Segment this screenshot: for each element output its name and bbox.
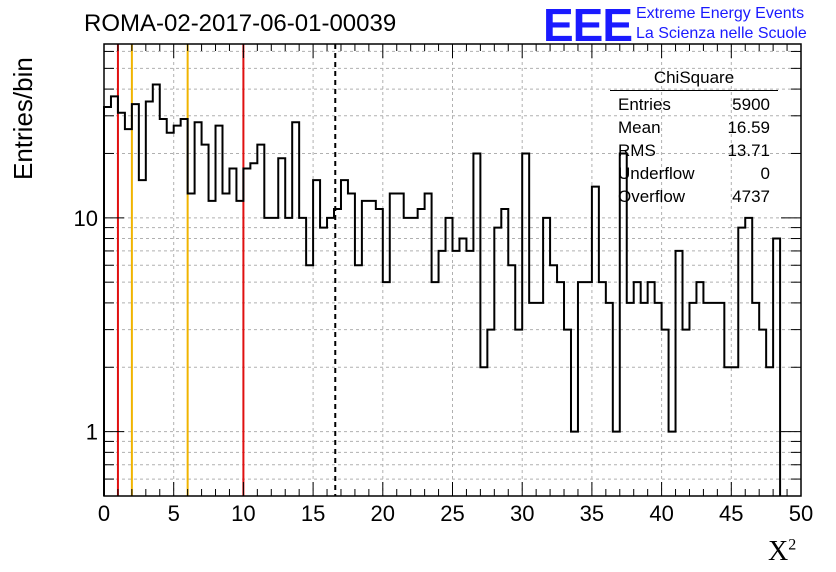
stats-row-underflow: Underflow 0 — [610, 162, 778, 185]
stats-value: 5900 — [732, 95, 770, 114]
y-tick-label: 1 — [86, 420, 98, 445]
histogram-line — [103, 83, 782, 496]
stats-row-mean: Mean 16.59 — [610, 116, 778, 139]
stats-label: Mean — [618, 118, 661, 137]
logo-line-2: La Scienza nelle Scuole — [636, 25, 807, 42]
stats-row-rms: RMS 13.71 — [610, 139, 778, 162]
stats-value: 4737 — [732, 187, 770, 206]
stats-value: 16.59 — [727, 118, 770, 137]
y-axis-label: Entries/bin — [8, 57, 38, 180]
x-tick-label: 25 — [440, 501, 464, 526]
x-tick-label: 30 — [510, 501, 534, 526]
x-axis-label-base: X — [768, 536, 789, 567]
logo-line-1: Extreme Energy Events — [636, 5, 805, 22]
x-tick-label: 45 — [719, 501, 743, 526]
stats-label: Overflow — [618, 187, 686, 206]
stats-box: ChiSquare Entries 5900 Mean 16.59 RMS 13.71… — [610, 68, 778, 208]
stats-title: ChiSquare — [610, 68, 778, 91]
chart-title: ROMA-02-2017-06-01-00039 — [84, 10, 397, 37]
x-tick-label: 50 — [789, 501, 813, 526]
x-tick-label: 40 — [649, 501, 673, 526]
stats-label: Entries — [618, 95, 671, 114]
stats-label: RMS — [618, 141, 656, 160]
logo-caption: Extreme Energy Events La Scienza nelle S… — [636, 4, 807, 44]
y-tick-label: 10 — [74, 206, 98, 231]
x-axis-label: X2 — [768, 536, 796, 568]
x-tick-label: 10 — [231, 501, 255, 526]
stats-row-overflow: Overflow 4737 — [610, 185, 778, 208]
x-tick-label: 35 — [580, 501, 604, 526]
x-tick-label: 5 — [168, 501, 180, 526]
eee-logo: EEE — [543, 0, 633, 51]
stats-value: 0 — [760, 164, 770, 183]
x-axis-label-sup: 2 — [788, 536, 797, 554]
stats-value: 13.71 — [727, 141, 770, 160]
x-tick-label: 20 — [371, 501, 395, 526]
stats-label: Underflow — [618, 164, 695, 183]
x-tick-label: 0 — [98, 501, 110, 526]
x-tick-label: 15 — [301, 501, 325, 526]
stats-row-entries: Entries 5900 — [610, 93, 778, 116]
